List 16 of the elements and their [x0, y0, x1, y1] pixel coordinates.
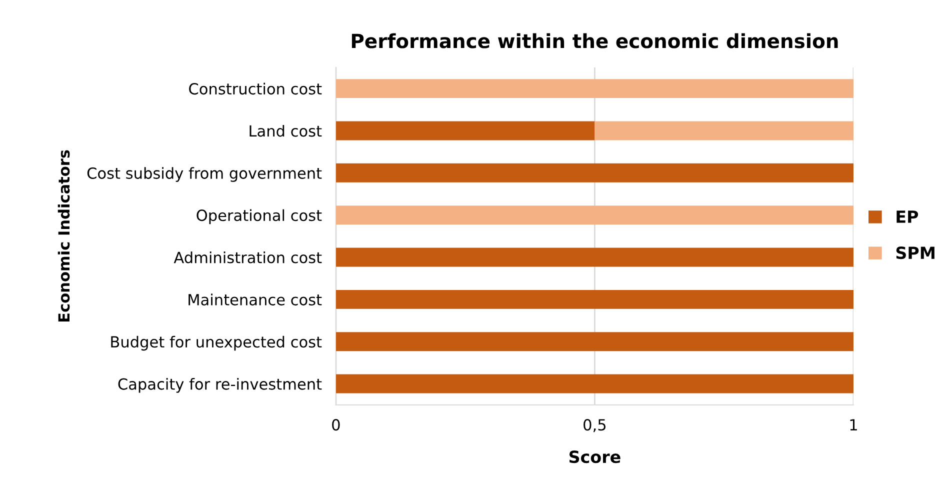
legend-label: SPM — [896, 246, 934, 260]
y-tick-label: Budget for unexpected cost — [111, 336, 322, 351]
legend-label: EP — [896, 210, 918, 223]
x-tick-label: 1 — [850, 419, 857, 430]
y-tick-label: Land cost — [250, 124, 322, 137]
y-tick-label: Cost subsidy from government — [87, 167, 322, 182]
y-tick-label: Operational cost — [196, 209, 322, 224]
chart-title: Performance within the economic dimension — [352, 33, 838, 48]
x-axis-title: Score — [569, 450, 620, 464]
y-tick-label: Administration cost — [174, 251, 322, 264]
y-tick-label: Construction cost — [189, 82, 322, 95]
y-tick-label: Maintenance cost — [188, 294, 322, 306]
y-axis-title: Economic Indicators — [58, 150, 70, 322]
x-tick-label: 0 — [332, 419, 340, 431]
x-tick-label: 0,5 — [584, 419, 606, 432]
y-tick-label: Capacity for re-investment — [118, 378, 322, 393]
